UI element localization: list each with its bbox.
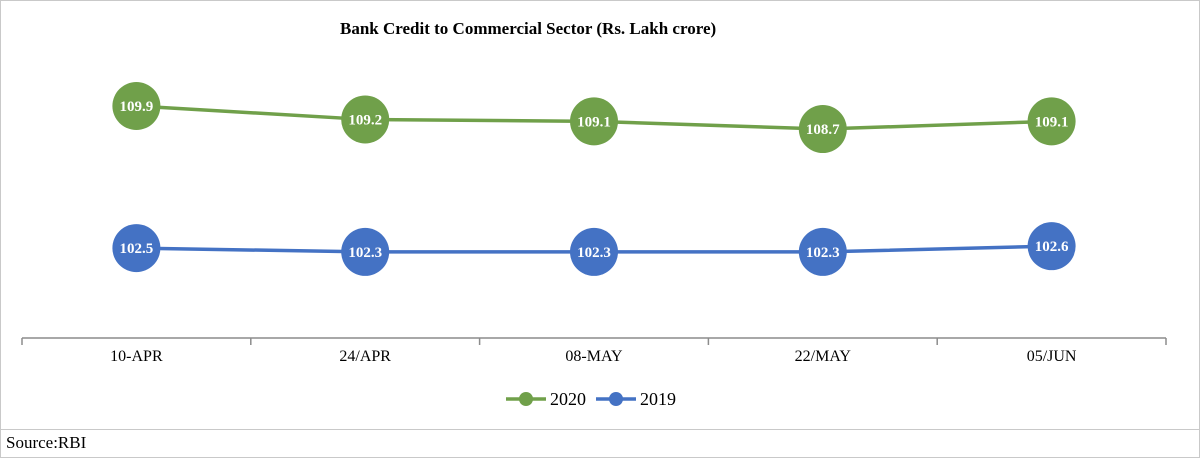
data-label: 108.7 bbox=[806, 122, 840, 138]
source-note: Source:RBI bbox=[6, 433, 87, 452]
data-point bbox=[570, 97, 618, 146]
series-2019: 102.5 102.3 102.3 102.3 102.6 bbox=[112, 222, 1076, 276]
data-point bbox=[112, 82, 161, 130]
data-point bbox=[341, 227, 390, 276]
x-tick-label: 10-APR bbox=[110, 348, 163, 365]
series-layer: 109.9 109.2 109.1 108.7 109.1 102.5 102.3 102.3… bbox=[112, 82, 1076, 276]
line-chart: 10-APR 24/APR 08-MAY 22/MAY 05/JUN 109.9109.… bbox=[21, 82, 1167, 409]
data-label: 109.1 bbox=[577, 114, 611, 130]
data-point bbox=[1027, 222, 1076, 271]
data-point bbox=[112, 224, 161, 273]
data-label: 102.5 bbox=[120, 241, 154, 257]
legend: 2020 2019 bbox=[506, 389, 676, 409]
data-point bbox=[798, 105, 847, 154]
x-tick-label: 24/APR bbox=[339, 348, 391, 365]
data-point bbox=[341, 95, 390, 144]
x-tick-label: 05/JUN bbox=[1027, 348, 1077, 365]
legend-item-2020: 2020 bbox=[506, 389, 586, 409]
data-label: 109.1 bbox=[1035, 114, 1069, 130]
data-point bbox=[1027, 97, 1076, 146]
x-axis: 10-APR 24/APR 08-MAY 22/MAY 05/JUN bbox=[21, 337, 1167, 365]
data-point bbox=[798, 227, 847, 276]
data-label: 102.3 bbox=[577, 245, 611, 261]
legend-marker bbox=[609, 392, 623, 406]
legend-marker bbox=[519, 392, 533, 406]
chart-title: Bank Credit to Commercial Sector (Rs. La… bbox=[340, 19, 717, 38]
data-point bbox=[570, 227, 618, 276]
x-tick-label: 22/MAY bbox=[795, 348, 852, 365]
data-label: 102.6 bbox=[1035, 239, 1069, 255]
data-label: 102.3 bbox=[806, 245, 840, 261]
data-label: 109.9 bbox=[120, 99, 154, 115]
series-2020: 109.9 109.2 109.1 108.7 109.1 bbox=[112, 82, 1076, 154]
data-label: 102.3 bbox=[348, 245, 382, 261]
data-label: 109.2 bbox=[348, 112, 382, 128]
legend-label: 2020 bbox=[550, 389, 586, 409]
legend-item-2019: 2019 bbox=[596, 389, 676, 409]
legend-label: 2019 bbox=[640, 389, 676, 409]
x-tick-label: 08-MAY bbox=[565, 348, 623, 365]
source-divider bbox=[0, 429, 1200, 430]
